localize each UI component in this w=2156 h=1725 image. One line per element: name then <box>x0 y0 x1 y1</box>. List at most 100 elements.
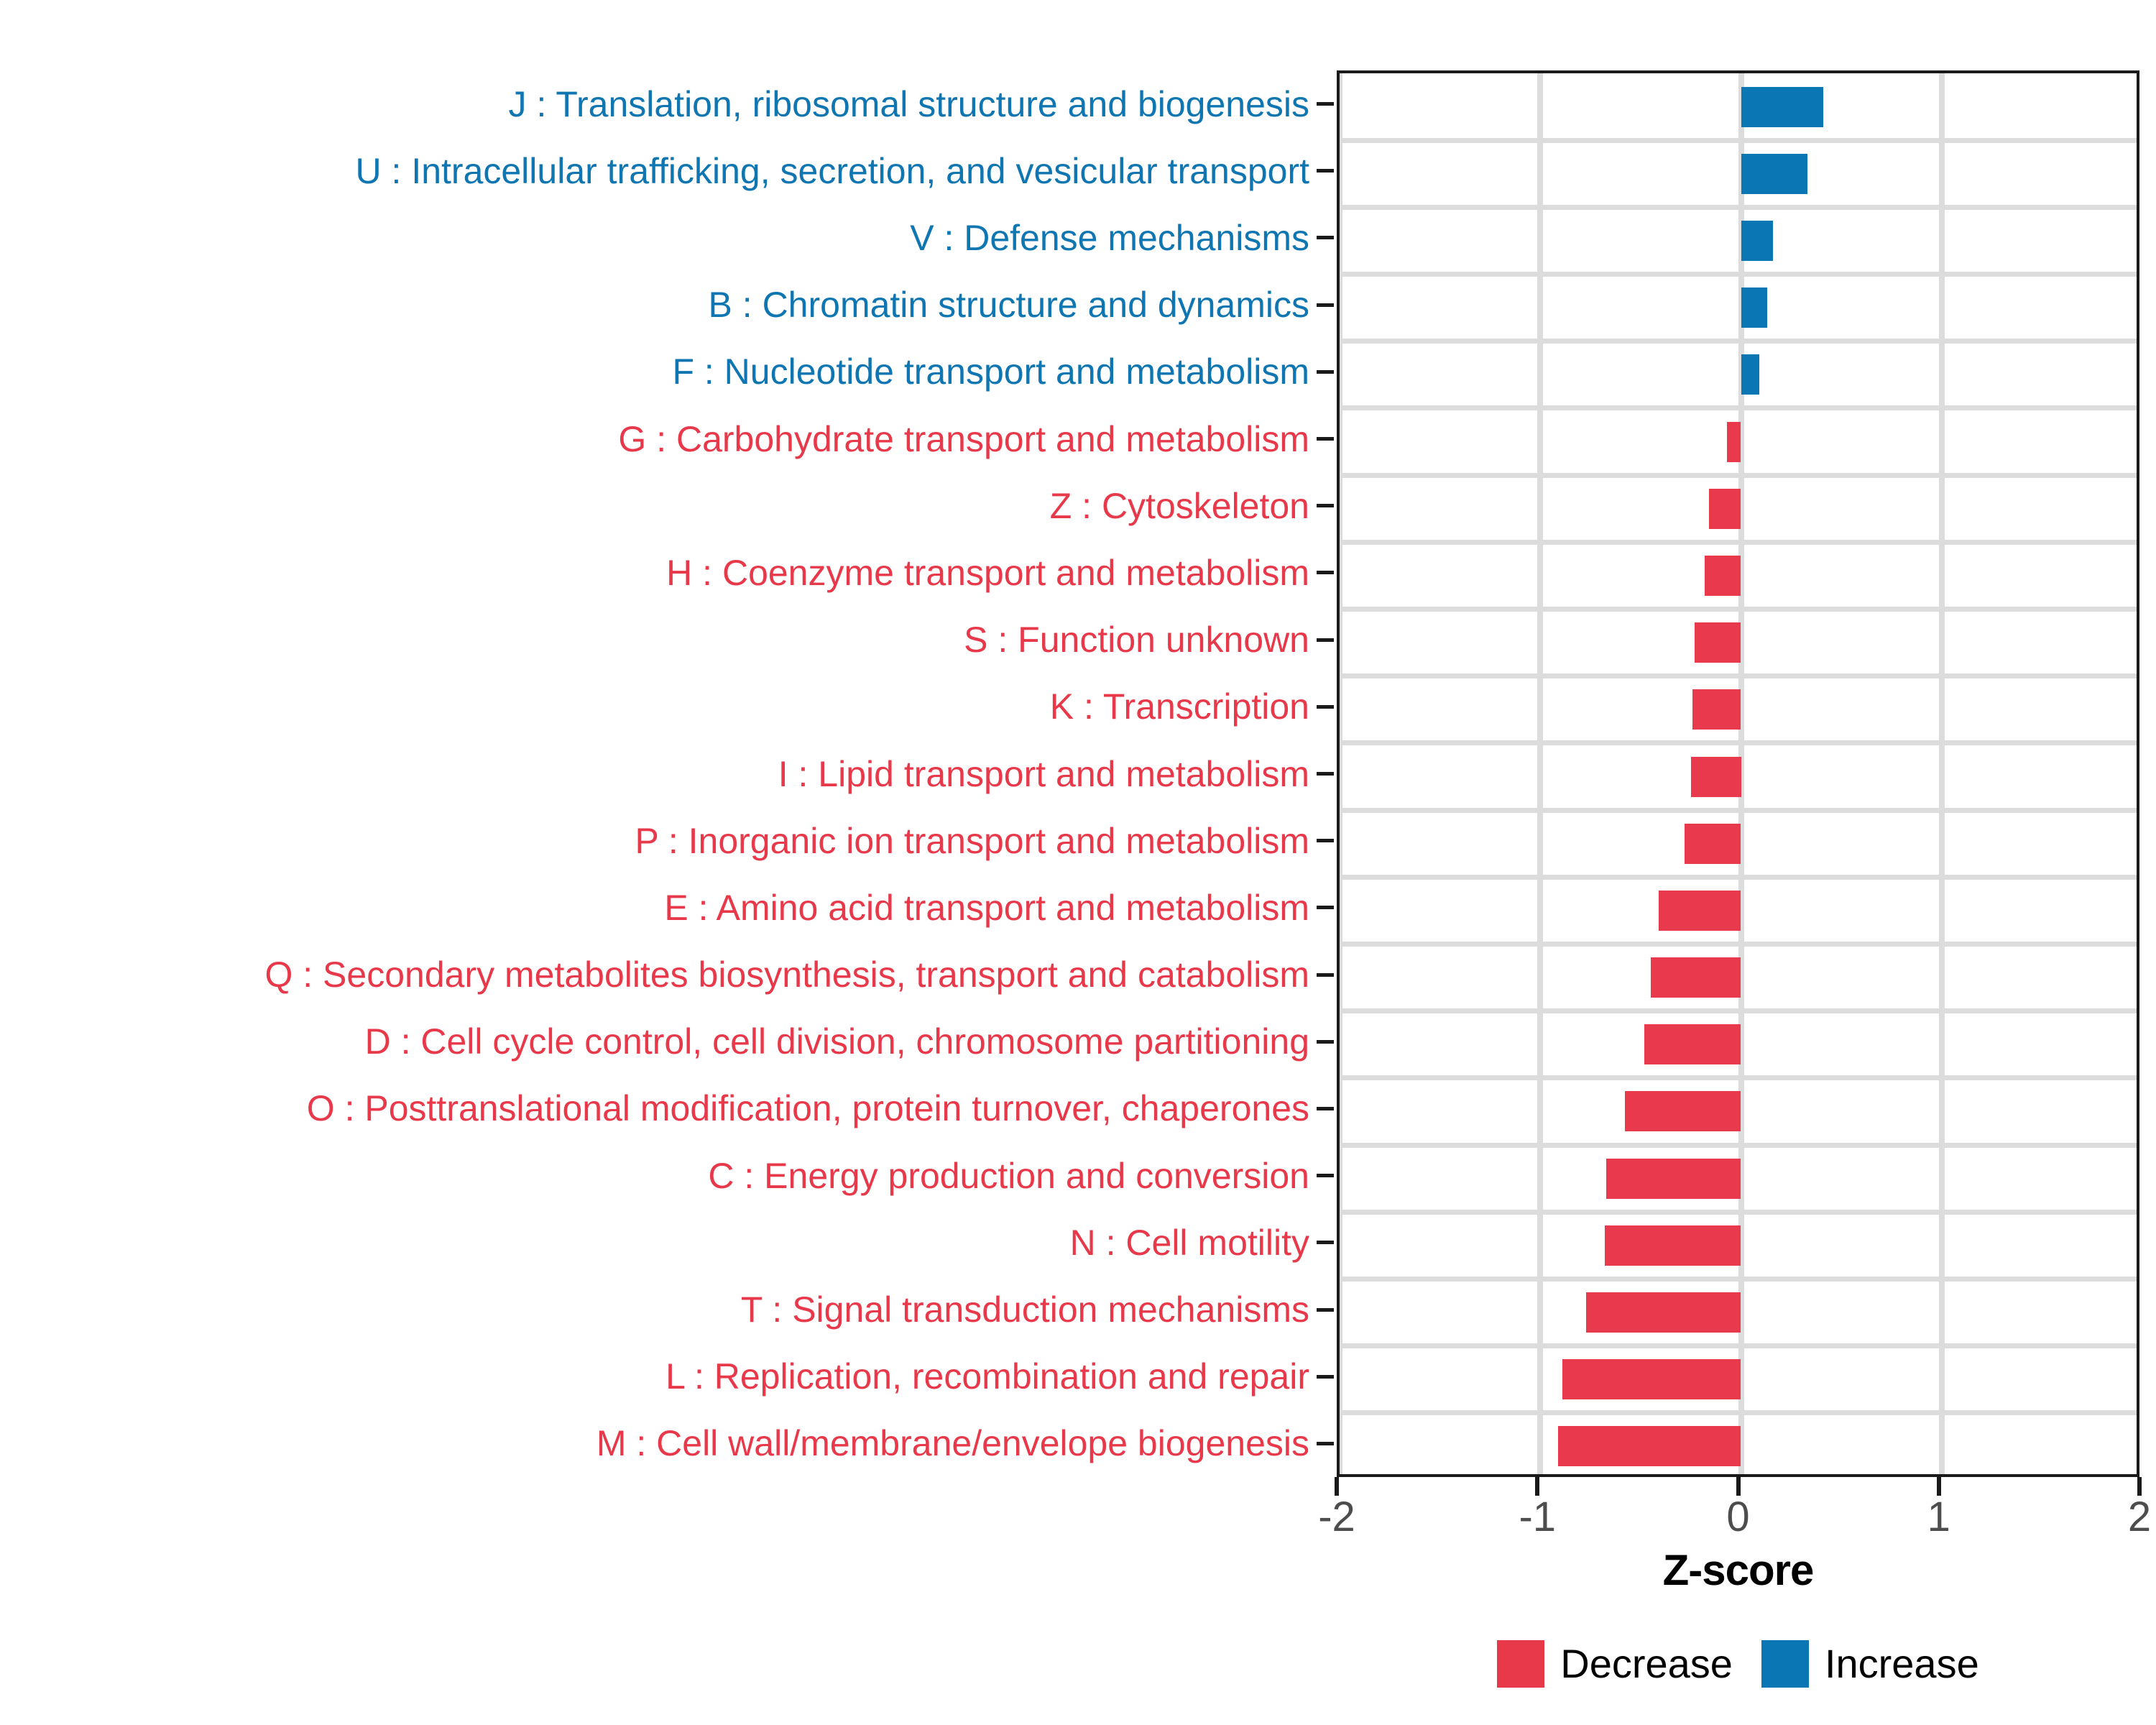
legend-swatch-increase-icon <box>1761 1640 1809 1688</box>
gridline-horizontal <box>1340 740 2137 746</box>
gridline-horizontal <box>1340 1142 2137 1148</box>
bar[interactable] <box>1644 1024 1741 1065</box>
y-axis-label: O : Posttranslational modification, prot… <box>306 1088 1309 1129</box>
gridline-horizontal <box>1340 272 2137 277</box>
y-axis-label: V : Defense mechanisms <box>910 217 1309 258</box>
gridline-horizontal <box>1340 1209 2137 1215</box>
y-axis-tick <box>1317 772 1334 776</box>
gridline-horizontal <box>1340 941 2137 947</box>
y-axis-label: P : Inorganic ion transport and metaboli… <box>635 820 1309 861</box>
bar[interactable] <box>1708 488 1741 529</box>
y-axis-tick <box>1317 1174 1334 1178</box>
y-axis-tick <box>1317 102 1334 106</box>
bar[interactable] <box>1690 756 1741 797</box>
gridline-vertical <box>1537 73 1544 1474</box>
bar[interactable] <box>1741 220 1774 261</box>
gridline-horizontal <box>1340 204 2137 210</box>
x-axis-tick-label: 0 <box>1726 1494 1750 1540</box>
x-axis-tick <box>1535 1477 1540 1496</box>
gridline-horizontal <box>1340 1343 2137 1349</box>
gridline-horizontal <box>1340 405 2137 411</box>
legend-swatch-decrease-icon <box>1497 1640 1545 1688</box>
y-axis-labels: J : Translation, ribosomal structure and… <box>0 70 1309 1477</box>
x-axis-tick <box>1736 1477 1741 1496</box>
gridline-vertical <box>1340 73 1342 1474</box>
bar[interactable] <box>1692 689 1741 730</box>
y-axis-tick <box>1317 839 1334 843</box>
y-axis-label: H : Coenzyme transport and metabolism <box>666 552 1309 593</box>
y-axis-label: T : Signal transduction mechanisms <box>740 1289 1309 1330</box>
y-axis-tick <box>1317 1374 1334 1379</box>
gridline-horizontal <box>1340 472 2137 478</box>
gridline-horizontal <box>1340 1410 2137 1416</box>
bar[interactable] <box>1726 421 1741 462</box>
legend: Decrease Increase <box>1337 1632 2139 1696</box>
bar[interactable] <box>1586 1292 1741 1333</box>
y-axis-label: N : Cell motility <box>1069 1222 1309 1263</box>
y-axis-tick <box>1317 1307 1334 1312</box>
bar[interactable] <box>1741 354 1759 395</box>
legend-item-decrease[interactable]: Decrease <box>1497 1640 1733 1688</box>
gridline-horizontal <box>1340 673 2137 679</box>
gridline-horizontal <box>1340 607 2137 612</box>
bar[interactable] <box>1695 622 1741 663</box>
bar[interactable] <box>1624 1091 1741 1132</box>
legend-item-increase[interactable]: Increase <box>1761 1640 1979 1688</box>
y-axis-ticks <box>1312 70 1334 1477</box>
x-axis-tick <box>1335 1477 1339 1496</box>
bar[interactable] <box>1558 1426 1741 1467</box>
x-axis-tick-label: -1 <box>1519 1494 1557 1540</box>
y-axis-tick <box>1317 638 1334 642</box>
bar[interactable] <box>1659 890 1741 931</box>
y-axis-label: F : Nucleotide transport and metabolism <box>672 351 1309 392</box>
bar[interactable] <box>1685 823 1741 864</box>
y-axis-tick <box>1317 369 1334 374</box>
bar[interactable] <box>1606 1158 1741 1199</box>
gridline-horizontal <box>1340 539 2137 545</box>
y-axis-label: M : Cell wall/membrane/envelope biogenes… <box>596 1423 1309 1464</box>
y-axis-label: G : Carbohydrate transport and metabolis… <box>618 418 1309 459</box>
y-axis-tick <box>1317 704 1334 709</box>
gridline-vertical <box>1738 73 1744 1474</box>
y-axis-tick <box>1317 571 1334 575</box>
x-axis-tick-label: 2 <box>2127 1494 2152 1540</box>
x-axis-tick <box>2137 1477 2142 1496</box>
y-axis-tick <box>1317 169 1334 173</box>
y-axis-tick <box>1317 1106 1334 1110</box>
gridline-horizontal <box>1340 874 2137 880</box>
legend-label-decrease: Decrease <box>1560 1641 1733 1686</box>
y-axis-tick <box>1317 236 1334 240</box>
y-axis-tick <box>1317 1441 1334 1445</box>
bar[interactable] <box>1741 86 1823 127</box>
bar[interactable] <box>1562 1359 1741 1400</box>
x-axis-title: Z-score <box>1662 1546 1815 1594</box>
y-axis-tick <box>1317 437 1334 441</box>
y-axis-tick <box>1317 1241 1334 1245</box>
plot-panel <box>1337 70 2139 1477</box>
gridline-horizontal <box>1340 1008 2137 1014</box>
gridline-horizontal <box>1340 807 2137 813</box>
gridline-vertical <box>1938 73 1945 1474</box>
bar[interactable] <box>1741 288 1767 328</box>
bar[interactable] <box>1604 1225 1741 1266</box>
y-axis-label: K : Transcription <box>1049 686 1309 727</box>
bar[interactable] <box>1741 153 1807 194</box>
x-axis-tick-label: 1 <box>1927 1494 1950 1540</box>
y-axis-label: I : Lipid transport and metabolism <box>778 753 1309 794</box>
x-axis-tick-label: -2 <box>1318 1494 1355 1540</box>
y-axis-label: J : Translation, ribosomal structure and… <box>508 83 1309 124</box>
gridline-horizontal <box>1340 1075 2137 1081</box>
y-axis-tick <box>1317 504 1334 508</box>
y-axis-tick <box>1317 972 1334 977</box>
bar[interactable] <box>1650 957 1741 998</box>
y-axis-label: C : Energy production and conversion <box>708 1155 1309 1196</box>
bar[interactable] <box>1705 555 1741 596</box>
y-axis-label: D : Cell cycle control, cell division, c… <box>364 1021 1309 1062</box>
y-axis-label: U : Intracellular trafficking, secretion… <box>355 150 1309 191</box>
y-axis-label: Z : Cytoskeleton <box>1049 485 1309 526</box>
x-axis-tick-labels: -2 -1 0 1 2 <box>1318 1494 2151 1547</box>
legend-label-increase: Increase <box>1824 1641 1979 1686</box>
y-axis-label: S : Function unknown <box>964 620 1309 661</box>
gridline-horizontal <box>1340 137 2137 143</box>
